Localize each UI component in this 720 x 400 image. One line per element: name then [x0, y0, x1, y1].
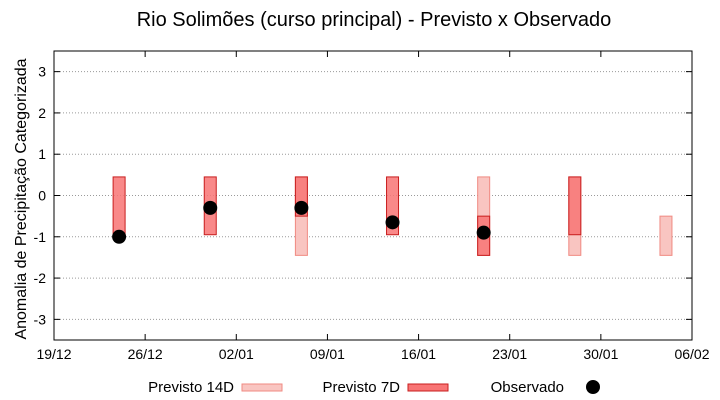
- observado-point: [385, 215, 400, 230]
- y-tick-label: -2: [34, 270, 47, 286]
- observado-point: [112, 229, 127, 244]
- legend-label-previsto-14d: Previsto 14D: [148, 379, 234, 396]
- observado-point: [476, 225, 491, 240]
- x-tick-label: 23/01: [492, 346, 527, 362]
- previsto-7d-bar: [112, 176, 126, 238]
- legend-marker-observado: [586, 380, 600, 394]
- y-tick-label: 2: [38, 105, 46, 121]
- y-tick-label: 0: [38, 188, 46, 204]
- y-axis-label: Anomalia de Precipitação Categorizada: [13, 58, 30, 339]
- series-observado: [112, 200, 491, 244]
- previsto-7d-bar: [568, 176, 582, 236]
- observado-point: [294, 200, 309, 215]
- gridlines: [54, 71, 692, 320]
- x-tick-label: 09/01: [310, 346, 345, 362]
- x-tick-label: 26/12: [128, 346, 163, 362]
- legend-label-previsto-7d: Previsto 7D: [322, 379, 400, 396]
- series-previsto-7d: [112, 176, 582, 256]
- x-tick-label: 16/01: [401, 346, 436, 362]
- observado-point: [203, 200, 218, 215]
- previsto-14d-bar: [659, 215, 673, 256]
- y-tick-label: 1: [38, 146, 46, 162]
- x-tick-label: 02/01: [219, 346, 254, 362]
- legend-swatch-previsto-14d: [241, 383, 283, 392]
- chart-title: Rio Solimões (curso principal) - Previst…: [137, 9, 612, 31]
- y-axis: 3 2 1 0 -1 -2 -3: [34, 64, 692, 327]
- legend-swatch-previsto-7d: [407, 383, 449, 392]
- x-tick-label: 30/01: [583, 346, 618, 362]
- x-tick-label: 19/12: [36, 346, 71, 362]
- y-tick-label: -1: [34, 229, 47, 245]
- legend: Previsto 14D Previsto 7D Observado: [148, 379, 600, 396]
- y-tick-label: -3: [34, 311, 47, 327]
- x-tick-label: 06/02: [674, 346, 709, 362]
- x-axis: 19/12 26/12 02/01 09/01 16/01 23/01 30/01 06/02: [36, 51, 710, 362]
- y-tick-label: 3: [38, 64, 46, 80]
- legend-label-observado: Observado: [491, 379, 564, 396]
